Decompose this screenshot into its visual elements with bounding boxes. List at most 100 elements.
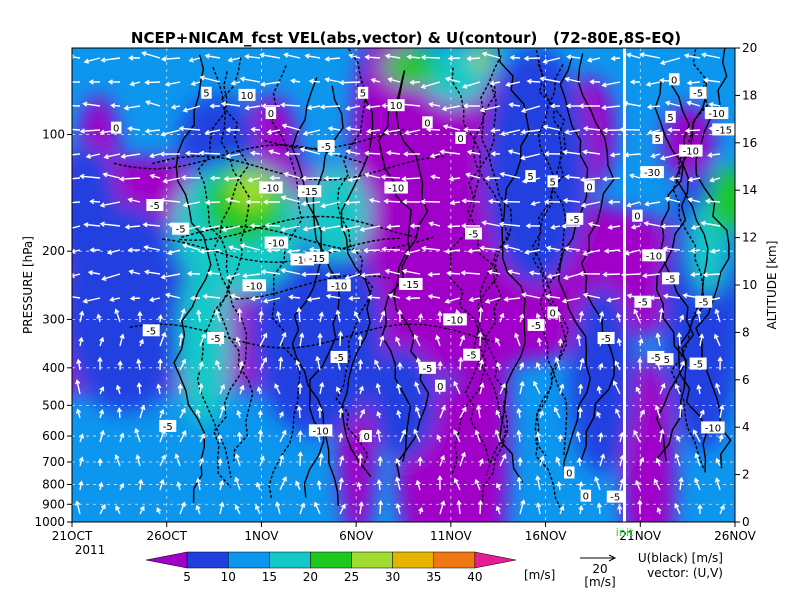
wind-vector xyxy=(205,129,221,134)
wind-vector-head xyxy=(564,174,570,180)
wind-vector-head xyxy=(283,52,289,58)
wind-vector xyxy=(248,177,261,182)
wind-vector xyxy=(159,455,166,467)
wind-vector xyxy=(518,477,521,491)
wind-vector-head xyxy=(275,310,282,317)
colorbar-swatch xyxy=(474,551,517,569)
wind-vector xyxy=(519,500,525,515)
wind-vector-head xyxy=(639,52,645,58)
wind-vector-head xyxy=(180,174,187,181)
wind-vector xyxy=(72,177,81,180)
wind-vector-head xyxy=(715,457,721,464)
wind-vector-head xyxy=(107,79,113,85)
wind-vector-head xyxy=(149,173,155,179)
wind-vector xyxy=(442,105,461,110)
wind-vector-head xyxy=(427,294,433,300)
wind-vector-head xyxy=(164,81,171,87)
wind-vector-head xyxy=(495,361,501,368)
wind-vector-head xyxy=(365,104,371,110)
wind-vector xyxy=(396,477,401,491)
u-contour-line xyxy=(335,48,373,470)
wind-vector-head xyxy=(96,313,102,319)
wind-vector xyxy=(359,409,365,419)
wind-vector-head xyxy=(484,298,491,304)
wind-vector-head xyxy=(266,129,272,135)
wind-vector-head xyxy=(196,309,202,315)
wind-vector-head xyxy=(344,274,350,280)
wind-vector xyxy=(469,297,481,301)
wind-vector xyxy=(665,197,681,203)
contour-label-box xyxy=(387,99,405,112)
wind-vector xyxy=(199,384,202,395)
wind-vector-head xyxy=(703,77,709,84)
wind-vector xyxy=(454,478,461,491)
wind-vector-head xyxy=(306,104,313,111)
contour-label: 0 xyxy=(268,109,274,120)
wind-vector-head xyxy=(127,197,133,203)
wind-vector xyxy=(706,200,721,203)
wind-vector-head xyxy=(495,337,500,343)
wind-vector-head xyxy=(78,480,84,486)
wind-vector-head xyxy=(710,248,716,254)
contour-label: -10 xyxy=(646,251,662,262)
wind-vector-head xyxy=(607,199,614,205)
wind-vector xyxy=(222,225,241,231)
wind-vector-head xyxy=(338,79,345,86)
u-contour-line xyxy=(393,71,430,478)
wind-vector-head xyxy=(658,307,665,313)
contour-label-box xyxy=(695,295,713,308)
wind-vector-head xyxy=(97,458,103,464)
contour-label: -10 xyxy=(331,281,347,292)
wind-vector-head xyxy=(543,199,550,205)
wind-vector xyxy=(661,57,681,65)
contour-label: 0 xyxy=(634,212,640,223)
wind-vector-head xyxy=(662,293,669,299)
wind-vector-head xyxy=(362,247,369,254)
contour-label: -10 xyxy=(246,281,262,292)
wind-vector xyxy=(445,297,461,303)
wind-vector-head xyxy=(280,195,286,201)
wind-vector-head xyxy=(633,429,639,435)
wind-vector-head xyxy=(626,52,632,58)
wind-vector-head xyxy=(364,54,370,60)
wind-vector-head xyxy=(223,176,229,182)
wind-vector-head xyxy=(462,103,469,109)
wind-vector xyxy=(564,273,581,279)
wind-vector-head xyxy=(509,54,515,61)
wind-vector xyxy=(200,249,221,253)
wind-vector-head xyxy=(380,174,386,180)
contour-label: -5 xyxy=(150,201,160,212)
wind-vector-head xyxy=(564,76,570,83)
u-contour-line xyxy=(196,71,232,478)
wind-vector-head xyxy=(340,226,346,232)
wind-vector xyxy=(623,102,641,107)
wind-vector-head xyxy=(417,313,424,319)
wind-vector-head xyxy=(379,335,385,341)
wind-vector-head xyxy=(239,243,246,249)
contour-label: 0 xyxy=(437,382,443,393)
wind-vector-head xyxy=(617,504,623,510)
wind-vector-head xyxy=(189,295,196,301)
wind-vector-head xyxy=(503,244,509,250)
wind-vector-head xyxy=(72,272,75,279)
wind-vector xyxy=(79,311,84,323)
wind-vector xyxy=(500,223,521,227)
contour-label-box xyxy=(527,318,545,331)
wind-vector xyxy=(180,127,201,131)
wind-vector xyxy=(536,432,541,443)
wind-vector xyxy=(491,129,501,132)
contour-label-box xyxy=(201,86,212,99)
wind-vector-head xyxy=(437,475,443,481)
wind-vector-head xyxy=(218,479,225,486)
wind-vector xyxy=(339,409,342,419)
wind-vector xyxy=(644,222,661,227)
wind-vector-head xyxy=(296,405,303,411)
wind-vector-head xyxy=(702,272,708,278)
wind-vector xyxy=(610,153,621,156)
wind-vector xyxy=(599,454,605,467)
wind-vector-head xyxy=(238,360,244,367)
contour-label-box xyxy=(238,88,256,101)
wind-vector-head xyxy=(247,177,253,183)
wind-vector-head xyxy=(499,312,505,319)
wind-vector xyxy=(421,81,441,88)
